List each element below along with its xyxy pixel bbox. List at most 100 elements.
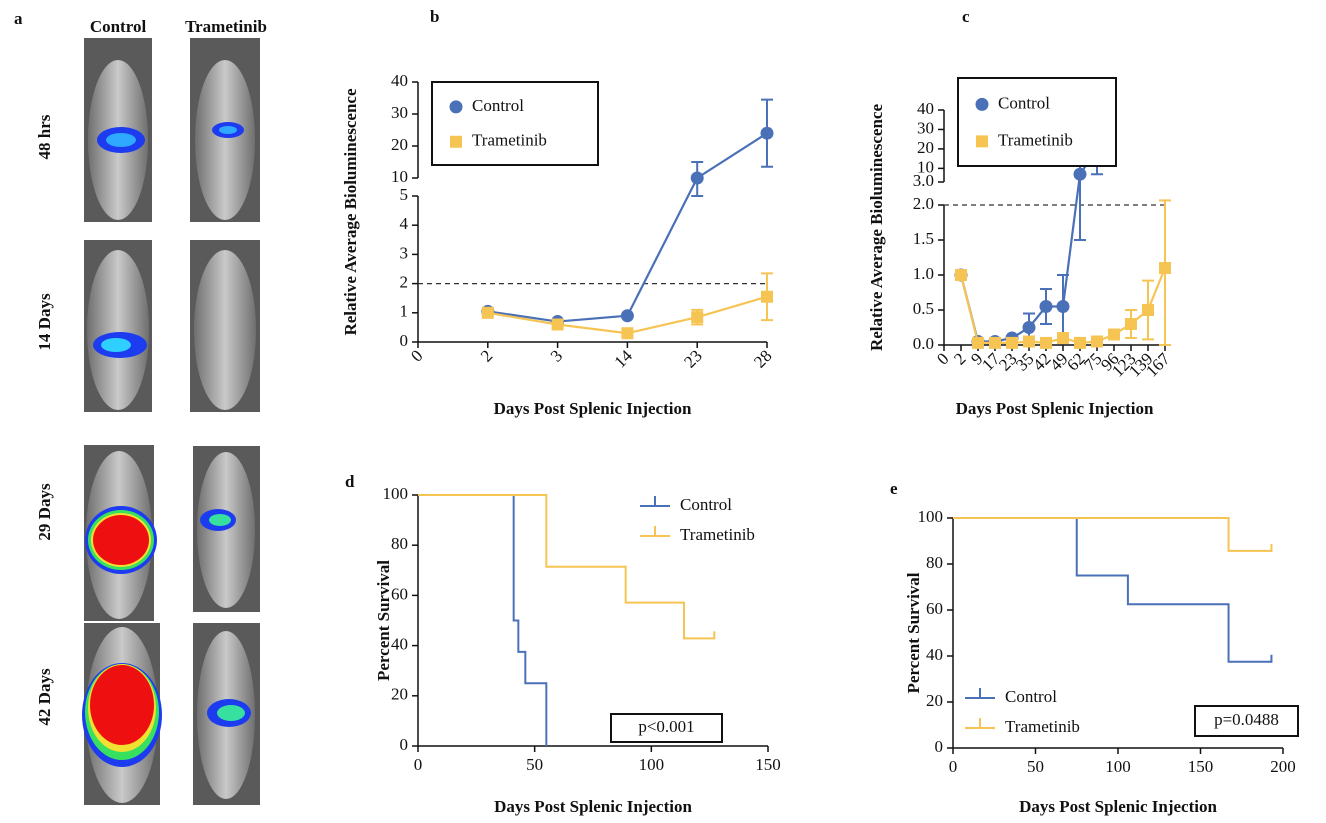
panel-label: a (14, 9, 23, 28)
legend-box (957, 77, 1117, 167)
legend-marker (450, 135, 462, 148)
legend-label: Trametinib (472, 131, 547, 150)
legend-label: Control (1005, 687, 1057, 706)
legend-label: Control (472, 96, 524, 115)
x-tick-label: 28 (750, 346, 775, 371)
point (1159, 262, 1171, 274)
x-tick-label: 3 (547, 346, 566, 365)
row-label: 29 Days (35, 483, 54, 541)
x-tick-label: 2 (950, 349, 969, 368)
y-tick-upper-label: 30 (391, 103, 408, 122)
y-tick-label: 40 (926, 645, 943, 664)
x-tick-label: 0 (949, 757, 958, 776)
point (1091, 335, 1103, 348)
point (989, 336, 1001, 349)
y-tick-label: 80 (391, 534, 408, 553)
y-tick-label: 60 (391, 584, 408, 603)
point (1125, 318, 1137, 330)
legend-marker (449, 100, 463, 114)
column-label: Control (90, 17, 147, 36)
point (551, 318, 564, 331)
survival-curve (953, 517, 1272, 663)
x-tick-label: 50 (526, 755, 543, 774)
point (691, 311, 704, 324)
legend-box (431, 81, 599, 166)
x-tick-label: 14 (611, 346, 637, 372)
legend-marker (965, 718, 995, 729)
legend-label: Trametinib (680, 525, 755, 544)
x-tick-label: 0 (407, 346, 426, 365)
y-tick-label: 20 (391, 685, 408, 704)
row-label: 48 hrs (35, 114, 54, 159)
legend-marker (640, 496, 670, 507)
point (761, 290, 773, 303)
y-axis-title: Percent Survival (904, 572, 923, 693)
point (1056, 300, 1070, 313)
x-tick-label: 200 (1270, 757, 1296, 776)
x-tick-label: 150 (755, 755, 781, 774)
legend-marker (965, 688, 995, 699)
y-tick-label: 1 (400, 302, 409, 321)
y-tick-label: 1.5 (913, 229, 934, 248)
legend-label: Control (998, 93, 1050, 112)
row-label: 42 Days (35, 668, 54, 726)
column-label: Trametinib (185, 17, 267, 36)
y-tick-label: 1.0 (913, 264, 934, 283)
point (1108, 328, 1120, 341)
y-tick-label: 0.0 (913, 334, 934, 353)
x-tick-label: 100 (1105, 757, 1131, 776)
point (1023, 335, 1035, 348)
point (1040, 336, 1052, 349)
point (1074, 336, 1086, 349)
y-tick-upper-label: 10 (917, 157, 934, 176)
point (1022, 321, 1036, 334)
point (690, 171, 704, 185)
survival-curve (953, 517, 1272, 552)
y-tick-upper-label: 20 (917, 138, 934, 157)
y-tick-label: 100 (918, 507, 944, 526)
y-tick-label: 0.5 (913, 299, 934, 318)
y-tick-label: 80 (926, 553, 943, 572)
y-tick-label: 20 (926, 691, 943, 710)
annotation-box (610, 713, 723, 743)
row-label: 14 Days (35, 293, 54, 351)
legend-marker (976, 135, 988, 148)
y-axis-title: Percent Survival (374, 560, 393, 681)
x-axis-title: Days Post Splenic Injection (494, 399, 692, 418)
y-tick-label: 100 (383, 484, 409, 503)
survival-curve (418, 494, 548, 746)
legend-marker (640, 526, 670, 537)
y-tick-label: 0 (935, 737, 944, 756)
point (1057, 332, 1069, 344)
x-tick-label: 50 (1027, 757, 1044, 776)
y-tick-label: 40 (391, 635, 408, 654)
y-axis-title: Relative Average Bioluminescence (867, 104, 886, 352)
point (955, 269, 967, 281)
y-tick-label: 4 (400, 214, 409, 233)
legend-label: Trametinib (1005, 717, 1080, 736)
y-tick-upper-label: 40 (391, 71, 408, 90)
y-tick-label: 2.0 (913, 194, 934, 213)
y-tick-upper-label: 20 (391, 135, 408, 154)
x-tick-label: 0 (933, 349, 952, 368)
x-tick-label: 23 (680, 346, 705, 371)
mouse-images (82, 38, 260, 805)
annotation: p<0.001 (638, 717, 694, 736)
point (481, 306, 494, 319)
y-tick-upper-label: 3.0 (913, 171, 934, 190)
panel-label: d (345, 472, 355, 491)
y-axis-title: Relative Average Bioluminescence (341, 88, 360, 336)
y-tick-label: 3 (400, 243, 409, 262)
x-tick-label: 150 (1188, 757, 1214, 776)
y-tick-upper-label: 40 (917, 99, 934, 118)
point (1073, 167, 1087, 181)
point (620, 309, 634, 323)
y-tick-label: 2 (400, 273, 409, 292)
panel-label: b (430, 7, 439, 26)
y-tick-label: 5 (400, 185, 409, 204)
y-tick-label: 0 (400, 331, 409, 350)
point (621, 327, 634, 340)
point (1006, 336, 1018, 349)
annotation: p=0.0488 (1214, 710, 1279, 729)
panel-label: e (890, 479, 898, 498)
